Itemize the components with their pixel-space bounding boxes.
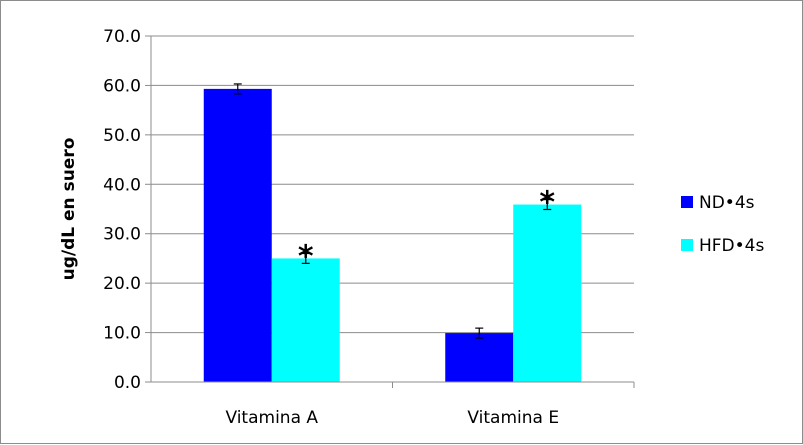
- y-tick-label: 10.0: [103, 324, 141, 344]
- bar: [513, 204, 582, 382]
- legend-label: HFD•4s: [699, 236, 764, 256]
- legend-label: ND•4s: [699, 193, 755, 213]
- y-axis-title: ug/dL en suero: [59, 138, 79, 281]
- legend-swatch: [681, 239, 693, 251]
- y-tick-label: 50.0: [103, 126, 141, 146]
- x-category-label: Vitamina A: [225, 408, 318, 428]
- y-tick-label: 60.0: [103, 76, 141, 96]
- y-tick-label: 0.0: [114, 373, 141, 393]
- y-tick-label: 40.0: [103, 175, 141, 195]
- x-category-label: Vitamina E: [467, 408, 559, 428]
- y-tick-label: 70.0: [103, 27, 141, 47]
- bar: [445, 333, 514, 382]
- y-tick-label: 20.0: [103, 274, 141, 294]
- significance-marker: *: [298, 239, 314, 274]
- bar: [271, 258, 340, 382]
- bars: [203, 83, 582, 382]
- y-tick-label: 30.0: [103, 225, 141, 245]
- significance-marker: *: [539, 186, 555, 221]
- axes: [145, 35, 635, 388]
- legend: ND•4s HFD•4s: [681, 193, 764, 256]
- labels: 0.0 10.0 20.0 30.0 40.0 50.0 60.0 70.0 Vitamina …: [103, 27, 559, 428]
- legend-swatch: [681, 196, 693, 208]
- bar: [203, 88, 272, 382]
